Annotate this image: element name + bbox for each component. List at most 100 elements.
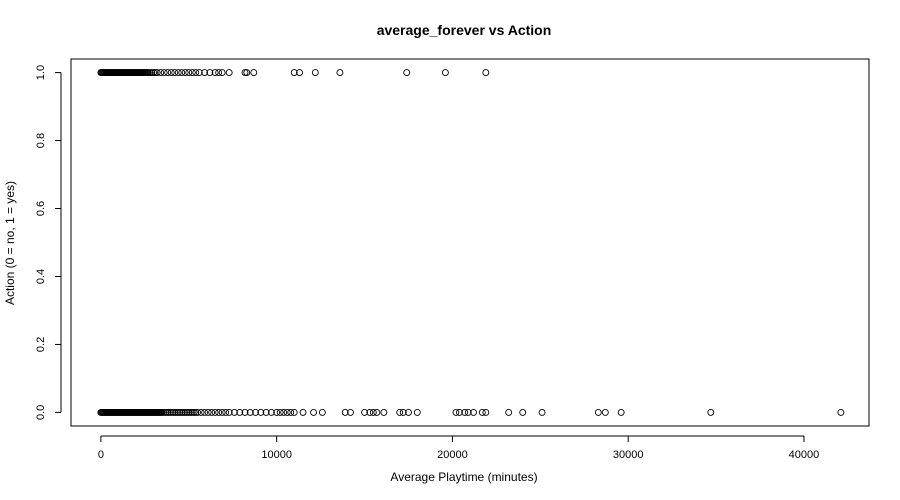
- data-point: [174, 408, 182, 416]
- data-point: [185, 408, 193, 416]
- data-point: [347, 408, 354, 416]
- data-point: [222, 408, 230, 416]
- data-point: [707, 408, 715, 416]
- data-point: [380, 408, 388, 416]
- data-point: [187, 408, 194, 416]
- data-point: [211, 408, 219, 416]
- data-point: [236, 408, 244, 416]
- data-point: [185, 69, 193, 77]
- data-point: [243, 69, 251, 77]
- data-point: [361, 408, 368, 416]
- data-point: [366, 408, 374, 416]
- data-point: [176, 408, 184, 416]
- data-point: [160, 69, 168, 77]
- data-point: [252, 408, 260, 416]
- y-axis-label: Action (0 = no, 1 = yes): [3, 181, 17, 305]
- data-point: [167, 408, 175, 416]
- x-axis: 0 10000 20000 30000 40000: [98, 435, 820, 461]
- data-point: [482, 69, 490, 77]
- data-point: [171, 408, 179, 416]
- data-point: [211, 69, 219, 77]
- data-point: [441, 69, 449, 77]
- data-point: [241, 69, 249, 77]
- data-point: [310, 408, 318, 416]
- data-point: [173, 408, 180, 416]
- data-point: [165, 408, 173, 416]
- data-point: [470, 408, 477, 416]
- data-point: [396, 408, 404, 416]
- data-point: [601, 408, 609, 416]
- data-point: [215, 408, 223, 416]
- data-point: [273, 408, 281, 416]
- data-point: [519, 408, 527, 416]
- data-point: [215, 69, 223, 77]
- data-point: [246, 408, 254, 416]
- y-tick-label: 1.0: [35, 65, 47, 80]
- data-point: [257, 408, 265, 416]
- data-point: [181, 69, 189, 77]
- data-point: [452, 408, 460, 416]
- x-tick-label: 30000: [613, 449, 644, 461]
- data-point: [218, 69, 226, 77]
- data-point: [290, 408, 298, 416]
- chart-title: average_forever vs Action: [377, 22, 552, 38]
- data-point: [183, 408, 191, 416]
- data-point: [241, 408, 249, 416]
- data-points: [97, 69, 845, 416]
- data-point: [369, 408, 377, 416]
- data-point: [280, 408, 288, 416]
- data-point: [336, 69, 344, 77]
- y-tick-label: 0.0: [35, 405, 47, 420]
- data-point: [188, 408, 196, 416]
- data-point: [171, 69, 179, 77]
- data-point: [231, 408, 238, 416]
- data-point: [456, 408, 463, 416]
- x-tick-label: 40000: [789, 449, 820, 461]
- data-point: [194, 408, 202, 416]
- data-point: [413, 408, 421, 416]
- data-point: [190, 408, 198, 416]
- data-point: [188, 69, 196, 77]
- data-point: [617, 408, 625, 416]
- data-point: [150, 69, 158, 77]
- data-point: [146, 69, 154, 77]
- data-point: [287, 408, 295, 416]
- data-point: [181, 408, 189, 416]
- data-point: [262, 408, 270, 416]
- y-tick-label: 0.2: [35, 337, 47, 352]
- y-axis: 0.0 0.2 0.4 0.6 0.8 1.0: [35, 65, 62, 420]
- data-point: [164, 69, 172, 77]
- data-point: [174, 69, 182, 77]
- data-point: [283, 408, 291, 416]
- x-tick-label: 10000: [261, 449, 292, 461]
- data-point: [192, 408, 200, 416]
- x-axis-label: Average Playtime (minutes): [390, 470, 537, 484]
- data-point: [164, 408, 172, 416]
- y-tick-label: 0.8: [35, 133, 47, 148]
- data-point: [197, 408, 205, 416]
- data-point: [225, 408, 233, 416]
- data-point: [267, 408, 275, 416]
- data-point: [178, 69, 186, 77]
- data-point: [478, 408, 486, 416]
- data-point: [195, 69, 203, 77]
- plot-frame: [70, 58, 870, 427]
- data-point: [405, 408, 412, 416]
- data-point: [505, 408, 513, 416]
- data-point: [160, 408, 168, 416]
- data-point: [180, 408, 187, 416]
- data-point: [299, 408, 307, 416]
- data-point: [225, 69, 233, 77]
- data-point: [201, 69, 209, 77]
- y-tick-label: 0.6: [35, 201, 47, 216]
- data-point: [341, 408, 349, 416]
- data-point: [169, 408, 177, 416]
- data-point: [461, 408, 469, 416]
- data-point: [837, 408, 845, 416]
- data-point: [153, 69, 161, 77]
- data-point: [206, 69, 214, 77]
- data-point: [201, 408, 209, 416]
- data-point: [144, 69, 152, 77]
- data-point: [399, 408, 407, 416]
